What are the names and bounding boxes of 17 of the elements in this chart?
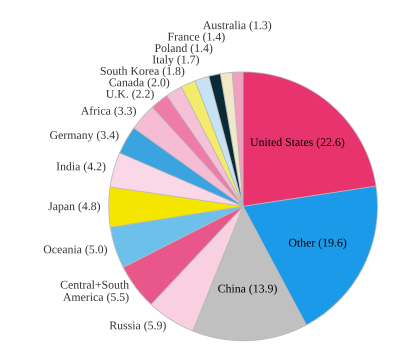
- slice-label: Canada (2.0): [109, 78, 170, 89]
- slice-label: China (13.9): [218, 284, 277, 295]
- slice-label: India (4.2): [56, 162, 106, 173]
- slice-label: Germany (3.4): [50, 130, 119, 142]
- slice-label: Japan (4.8): [48, 202, 100, 213]
- slice-label: Oceania (5.0): [44, 245, 108, 256]
- slice-label: Africa (3.3): [80, 106, 136, 118]
- slice-label: Central+South America (5.5): [60, 280, 129, 304]
- slice-label: U.K. (2.2): [106, 89, 154, 100]
- slice-label: Poland (1.4): [154, 44, 212, 54]
- slice-label: Russia (5.9): [110, 321, 166, 332]
- slice-label: South Korea (1.8): [100, 66, 184, 78]
- slice-label: France (1.4): [168, 32, 225, 44]
- slice-label: Australia (1.3): [202, 20, 272, 32]
- slice-label: Italy (1.7): [152, 55, 199, 66]
- slice-label: United States (22.6): [250, 138, 344, 148]
- slice-label: Other (19.6): [288, 238, 346, 250]
